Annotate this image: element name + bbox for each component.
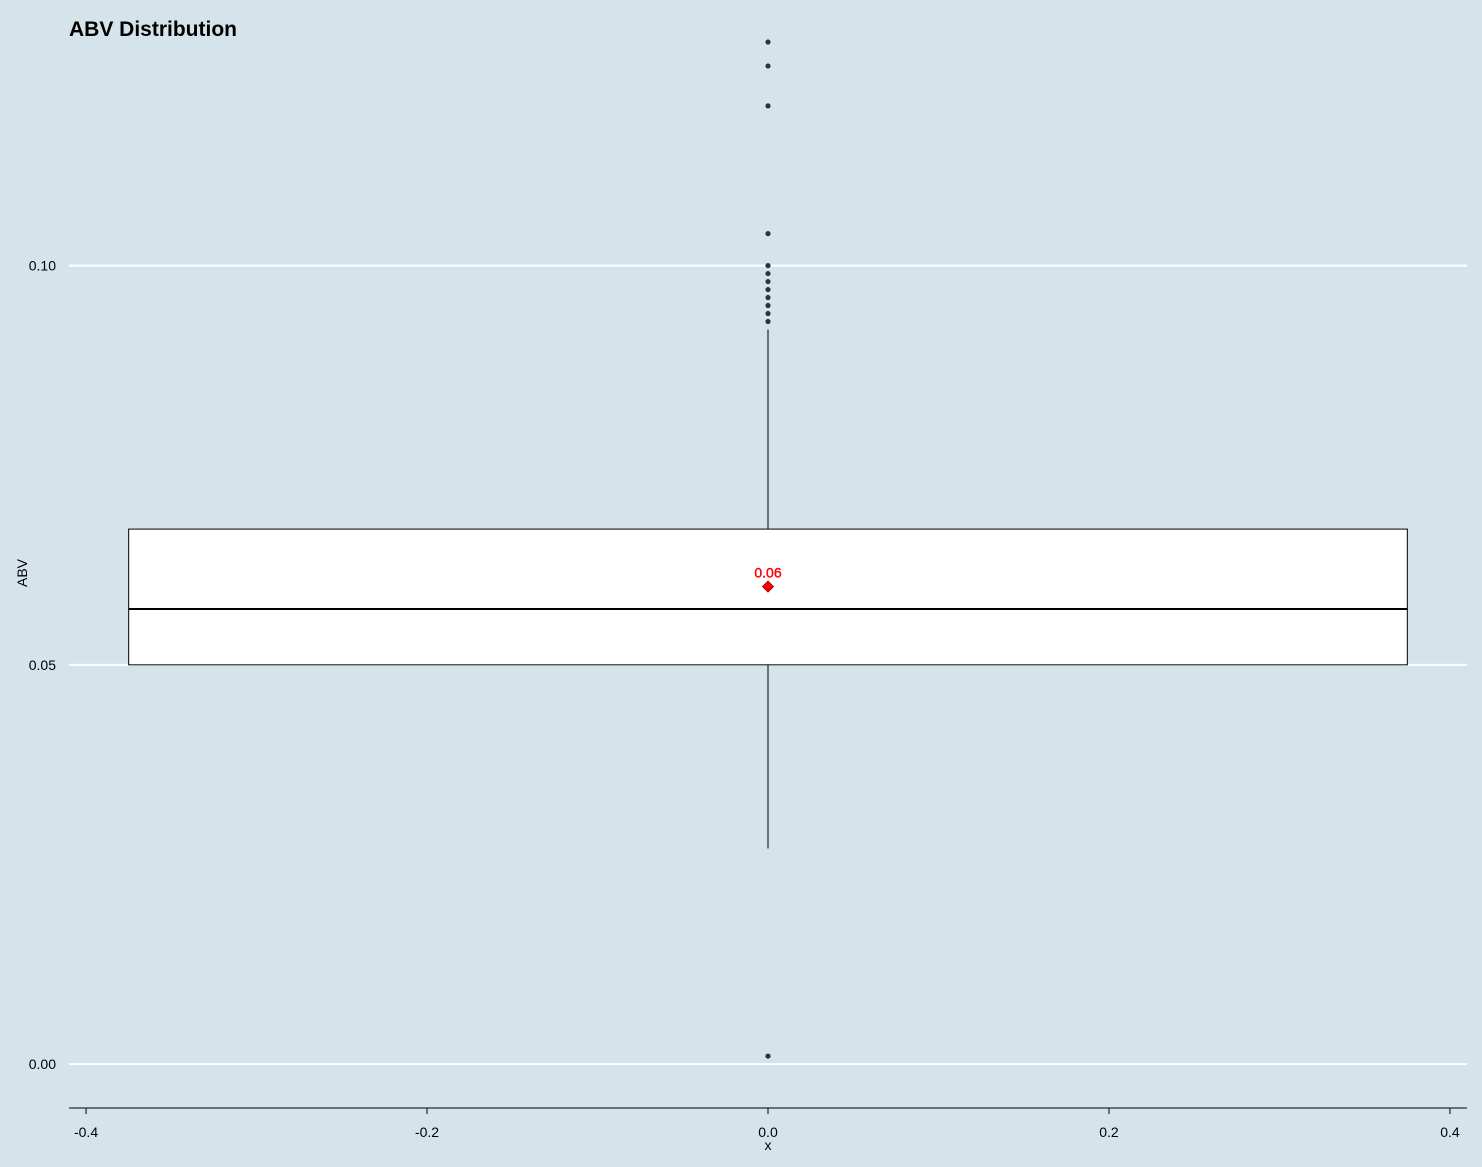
y-axis-label: ABV [14, 558, 30, 587]
outlier-point [765, 39, 771, 45]
outlier-points [765, 39, 771, 1059]
mean-value-label: 0.06 [754, 565, 781, 581]
y-tick-label: 0.10 [29, 258, 56, 274]
outlier-point [765, 310, 771, 317]
x-tick-label: 0.4 [1440, 1124, 1460, 1140]
x-axis-ticks: -0.4 -0.2 0.0 0.2 0.4 [74, 1108, 1460, 1140]
outlier-point [765, 262, 771, 269]
outlier-point [765, 103, 771, 109]
mean-marker-group: 0.06 [754, 564, 782, 593]
x-tick-label: -0.4 [74, 1124, 98, 1140]
x-axis-label: x [765, 1137, 772, 1153]
outlier-point [765, 231, 771, 237]
y-tick-label: 0.05 [29, 657, 56, 673]
y-tick-label: 0.00 [29, 1056, 56, 1072]
y-axis-ticks: 0.00 0.05 0.10 [29, 258, 56, 1072]
mean-marker [761, 580, 775, 593]
outlier-point [765, 302, 771, 309]
outlier-point [765, 270, 771, 277]
x-tick-label: -0.2 [415, 1124, 439, 1140]
outlier-point [765, 318, 771, 325]
outlier-point [765, 1053, 771, 1059]
boxplot [128, 329, 1408, 849]
outlier-point [765, 63, 771, 69]
outlier-point [765, 278, 771, 285]
outlier-point [765, 294, 771, 301]
x-tick-label: 0.2 [1099, 1124, 1119, 1140]
chart-title: ABV Distribution [69, 18, 237, 41]
interquartile-box [128, 528, 1408, 666]
outlier-point [765, 286, 771, 293]
x-tick-label: 0.0 [758, 1124, 778, 1140]
